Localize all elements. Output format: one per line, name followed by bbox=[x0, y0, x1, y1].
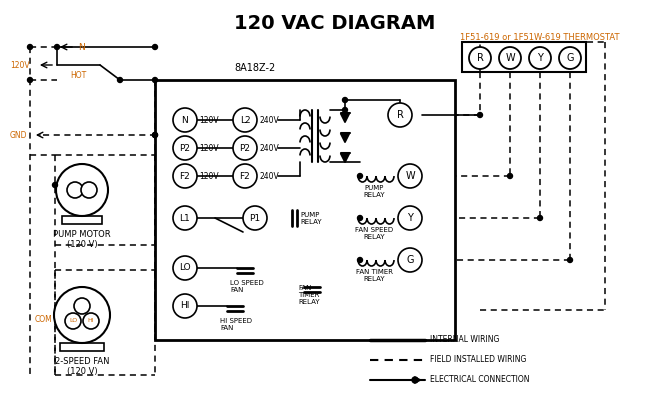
Text: ELECTRICAL CONNECTION: ELECTRICAL CONNECTION bbox=[430, 375, 529, 385]
Circle shape bbox=[537, 215, 543, 220]
Circle shape bbox=[27, 44, 33, 49]
Text: P2: P2 bbox=[239, 143, 251, 153]
Text: 120V: 120V bbox=[10, 60, 29, 70]
Circle shape bbox=[173, 108, 197, 132]
Circle shape bbox=[54, 287, 110, 343]
Text: 2-SPEED FAN: 2-SPEED FAN bbox=[55, 357, 109, 366]
Circle shape bbox=[233, 164, 257, 188]
Circle shape bbox=[398, 248, 422, 272]
Circle shape bbox=[233, 108, 257, 132]
Polygon shape bbox=[340, 134, 350, 142]
Text: LO: LO bbox=[179, 264, 191, 272]
Text: F2: F2 bbox=[180, 171, 190, 181]
Circle shape bbox=[559, 47, 581, 69]
Text: P2: P2 bbox=[180, 143, 190, 153]
Text: 240V: 240V bbox=[259, 143, 279, 153]
Text: 120V: 120V bbox=[199, 143, 218, 153]
Circle shape bbox=[342, 108, 348, 112]
Circle shape bbox=[398, 206, 422, 230]
Circle shape bbox=[469, 47, 491, 69]
Text: COM: COM bbox=[34, 316, 52, 324]
Circle shape bbox=[153, 78, 157, 83]
Text: 240V: 240V bbox=[259, 116, 279, 124]
Text: FAN SPEED
RELAY: FAN SPEED RELAY bbox=[355, 227, 393, 240]
Text: FAN TIMER
RELAY: FAN TIMER RELAY bbox=[356, 269, 393, 282]
Text: Y: Y bbox=[407, 213, 413, 223]
Bar bbox=[155, 80, 455, 340]
Circle shape bbox=[567, 258, 572, 262]
Bar bbox=[60, 343, 104, 351]
Text: PUMP
RELAY: PUMP RELAY bbox=[363, 185, 385, 198]
Text: R: R bbox=[476, 53, 484, 63]
Text: N: N bbox=[182, 116, 188, 124]
Text: Y: Y bbox=[537, 53, 543, 63]
Text: HI: HI bbox=[180, 302, 190, 310]
Circle shape bbox=[74, 298, 90, 314]
Text: 120V: 120V bbox=[199, 116, 218, 124]
Circle shape bbox=[117, 78, 123, 83]
Circle shape bbox=[27, 78, 33, 83]
Text: FAN
TIMER
RELAY: FAN TIMER RELAY bbox=[298, 285, 320, 305]
Text: G: G bbox=[406, 255, 414, 265]
Circle shape bbox=[233, 136, 257, 160]
Text: 1F51-619 or 1F51W-619 THERMOSTAT: 1F51-619 or 1F51W-619 THERMOSTAT bbox=[460, 33, 620, 42]
Circle shape bbox=[173, 256, 197, 280]
Circle shape bbox=[499, 47, 521, 69]
Circle shape bbox=[153, 132, 157, 137]
Circle shape bbox=[358, 258, 362, 262]
Circle shape bbox=[173, 164, 197, 188]
Text: LO SPEED
FAN: LO SPEED FAN bbox=[230, 280, 264, 293]
Polygon shape bbox=[340, 114, 350, 122]
Text: PUMP MOTOR: PUMP MOTOR bbox=[53, 230, 111, 239]
Polygon shape bbox=[340, 153, 350, 163]
Circle shape bbox=[153, 44, 157, 49]
Circle shape bbox=[81, 182, 97, 198]
Text: L1: L1 bbox=[180, 214, 190, 222]
Text: HOT: HOT bbox=[70, 70, 86, 80]
Text: HI SPEED
FAN: HI SPEED FAN bbox=[220, 318, 252, 331]
Circle shape bbox=[243, 206, 267, 230]
Circle shape bbox=[65, 313, 81, 329]
Circle shape bbox=[56, 164, 108, 216]
Text: 240V: 240V bbox=[259, 171, 279, 181]
Circle shape bbox=[342, 98, 348, 103]
Circle shape bbox=[153, 132, 157, 137]
Text: R: R bbox=[397, 110, 403, 120]
Circle shape bbox=[173, 136, 197, 160]
Text: LO: LO bbox=[69, 318, 77, 323]
Text: W: W bbox=[405, 171, 415, 181]
Text: N: N bbox=[78, 42, 84, 52]
Circle shape bbox=[529, 47, 551, 69]
Circle shape bbox=[412, 377, 418, 383]
Circle shape bbox=[83, 313, 99, 329]
Bar bbox=[62, 216, 102, 224]
Circle shape bbox=[388, 103, 412, 127]
Bar bbox=[462, 42, 586, 72]
Text: (120 V): (120 V) bbox=[67, 367, 97, 376]
Circle shape bbox=[67, 182, 83, 198]
Circle shape bbox=[52, 183, 58, 187]
Circle shape bbox=[478, 112, 482, 117]
Text: G: G bbox=[566, 53, 574, 63]
Text: GND: GND bbox=[10, 130, 27, 140]
Circle shape bbox=[173, 294, 197, 318]
Text: 8A18Z-2: 8A18Z-2 bbox=[234, 63, 275, 73]
Circle shape bbox=[398, 164, 422, 188]
Text: HI: HI bbox=[88, 318, 94, 323]
Circle shape bbox=[358, 173, 362, 178]
Text: (120 V): (120 V) bbox=[67, 240, 97, 249]
Circle shape bbox=[507, 173, 513, 178]
Text: 120 VAC DIAGRAM: 120 VAC DIAGRAM bbox=[234, 14, 436, 33]
Text: L2: L2 bbox=[240, 116, 251, 124]
Text: W: W bbox=[505, 53, 515, 63]
Text: FIELD INSTALLED WIRING: FIELD INSTALLED WIRING bbox=[430, 355, 527, 365]
Text: P1: P1 bbox=[249, 214, 261, 222]
Text: 120V: 120V bbox=[199, 171, 218, 181]
Text: PUMP
RELAY: PUMP RELAY bbox=[300, 212, 322, 225]
Circle shape bbox=[173, 206, 197, 230]
Circle shape bbox=[54, 44, 60, 49]
Text: F2: F2 bbox=[240, 171, 251, 181]
Text: INTERNAL WIRING: INTERNAL WIRING bbox=[430, 336, 499, 344]
Circle shape bbox=[358, 215, 362, 220]
